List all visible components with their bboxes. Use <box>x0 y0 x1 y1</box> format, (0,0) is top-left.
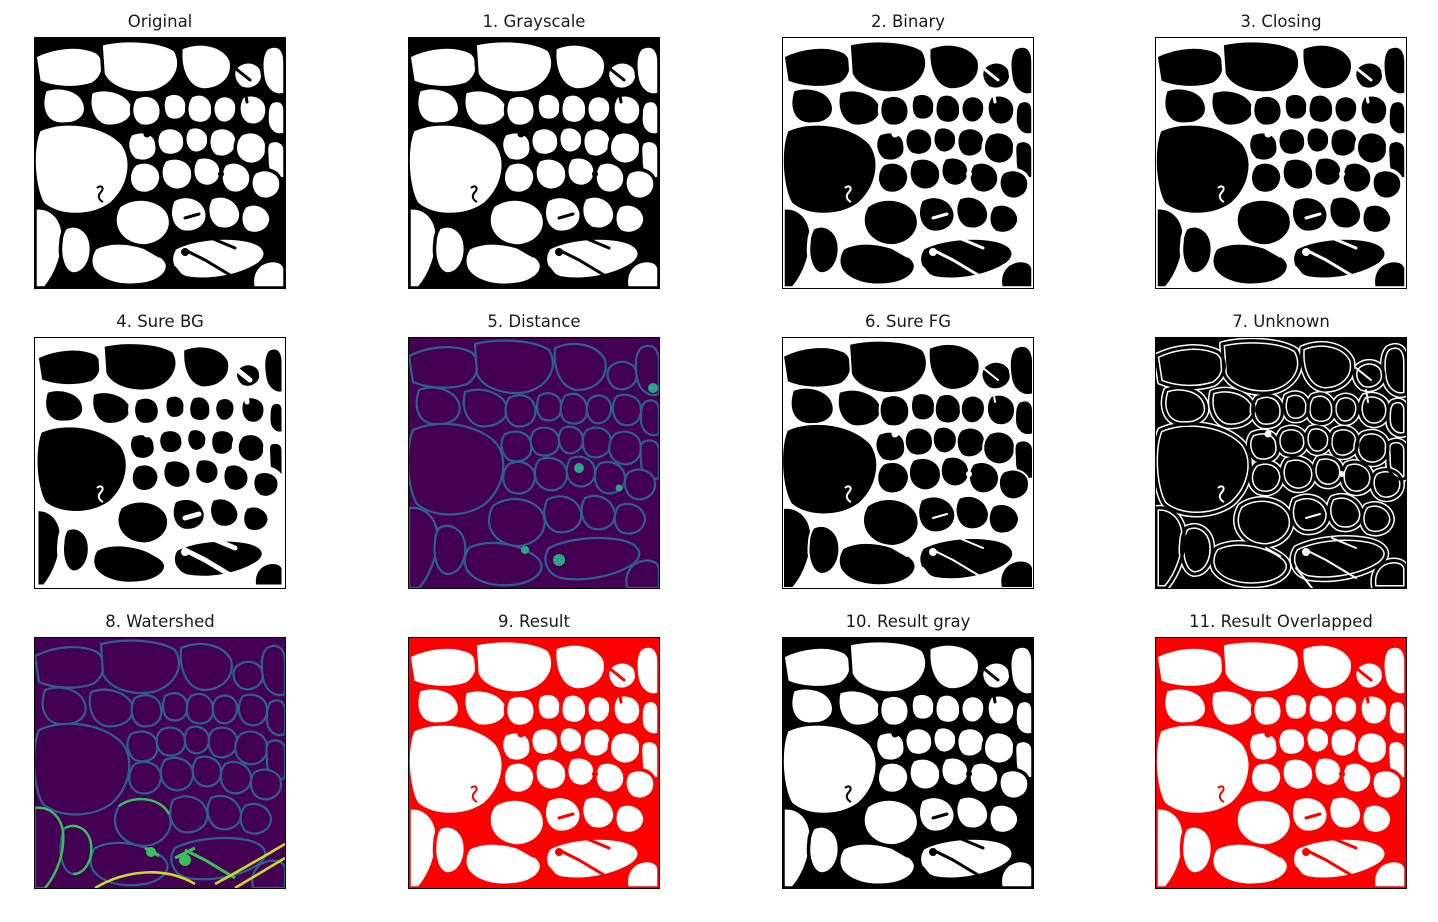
panel-title: 2. Binary <box>870 12 945 31</box>
panel-title: 9. Result <box>498 612 570 631</box>
panel-title: 10. Result gray <box>845 612 971 631</box>
image-unknown <box>1155 337 1407 589</box>
image-sure-fg <box>782 337 1034 589</box>
image-watershed <box>34 637 286 889</box>
panel-title: 6. Sure FG <box>864 312 951 331</box>
image-grayscale <box>408 37 660 289</box>
image-original <box>34 37 286 289</box>
image-result-gray <box>782 637 1034 889</box>
panel-title: 7. Unknown <box>1232 312 1330 331</box>
image-result-overlapped <box>1155 637 1407 889</box>
image-closing <box>1155 37 1407 289</box>
image-binary <box>782 37 1034 289</box>
panel-title: 3. Closing <box>1240 12 1322 31</box>
panel-title: 11. Result Overlapped <box>1189 612 1373 631</box>
image-distance <box>408 337 660 589</box>
image-sure-bg <box>34 337 286 589</box>
panel-title: 8. Watershed <box>105 612 215 631</box>
panel-title: Original <box>127 12 193 31</box>
panel-title: 1. Grayscale <box>482 12 586 31</box>
panel-title: 5. Distance <box>487 312 581 331</box>
image-result <box>408 637 660 889</box>
panel-title: 4. Sure BG <box>116 312 204 331</box>
